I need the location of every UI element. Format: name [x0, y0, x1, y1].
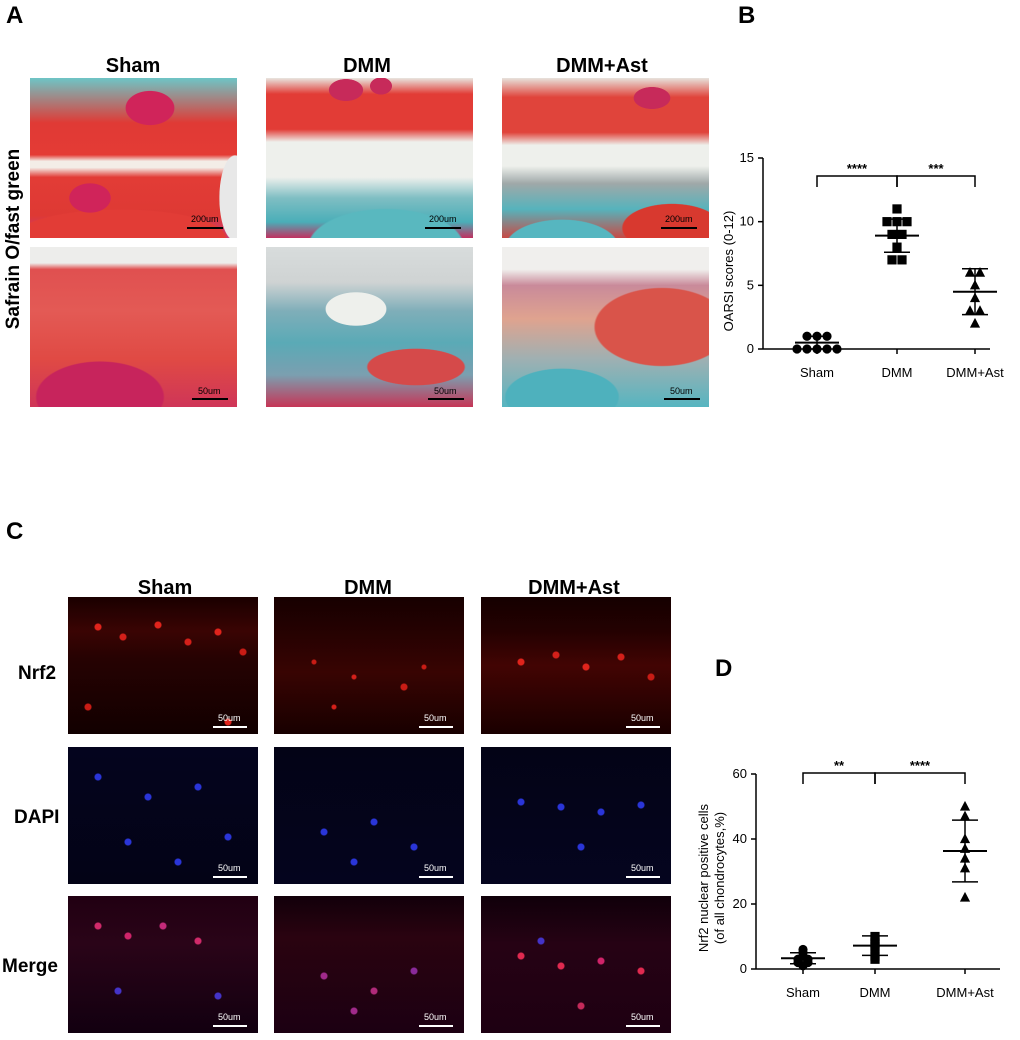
nrf2-dmm-ast-image: 50um — [481, 597, 671, 734]
histology-row-label: Safrain O/fast green — [3, 148, 24, 330]
scale-label-sham-bottom: 50um — [198, 386, 221, 396]
chart-b-y-tick-label: 5 — [747, 277, 754, 292]
chart-b-data-point — [902, 217, 912, 227]
chart-d-significance-bracket — [802, 772, 876, 784]
scale-dapi-dmm-ast: 50um — [631, 863, 654, 873]
chart-b-y-tick-label: 0 — [747, 341, 754, 356]
merge-dmm-ast-image: 50um — [481, 896, 671, 1033]
scale-nrf2-sham: 50um — [218, 713, 241, 723]
chart-b-x-tick-label: Sham — [800, 365, 834, 380]
panel-label-d: D — [715, 655, 733, 682]
chart-b-data-point — [892, 204, 902, 214]
chart-b-data-point — [974, 305, 986, 315]
dapi-sham-image: 50um — [68, 747, 258, 884]
merge-sham-image: 50um — [68, 896, 258, 1033]
chart-b-significance-label: *** — [928, 161, 944, 176]
nrf2-dmm-image: 50um — [274, 597, 464, 734]
chart-b-data-point — [964, 305, 976, 315]
chart-d-y-axis-label-line2: (of all chondrocytes,%) — [712, 812, 727, 944]
chart-b-data-point — [882, 217, 892, 227]
fluorescence-header-dmm-ast: DMM+Ast — [528, 577, 620, 599]
histology-dmm-ast-200um-image: 200um — [502, 78, 709, 238]
scale-label-dmm-ast-top: 200um — [665, 214, 693, 224]
scale-label-dmm-ast-bottom: 50um — [670, 386, 693, 396]
chart-b-data-point — [897, 229, 907, 239]
chart-b-y-axis-label: OARSI scores (0-12) — [721, 211, 736, 332]
chart-d-x-tick-label: DMM+Ast — [936, 985, 994, 1000]
chart-b-x-tick-label: DMM — [881, 365, 912, 380]
oarsi-scores-chart: OARSI scores (0-12) 0 5 10 15 Sham DMM DMM+Ast… — [721, 150, 1004, 380]
scale-merge-sham: 50um — [218, 1012, 241, 1022]
fluorescence-header-dmm: DMM — [344, 577, 392, 599]
chart-d-y-tick-label: 20 — [733, 896, 747, 911]
chart-b-x-tick-label: DMM+Ast — [946, 365, 1004, 380]
chart-d-x-tick-label: DMM — [859, 985, 890, 1000]
chart-b-y-tick-label: 10 — [740, 214, 754, 229]
fluorescence-header-sham: Sham — [137, 577, 193, 599]
histology-sham-50um-image: 50um — [30, 247, 237, 407]
chart-d-significance-label: **** — [910, 760, 931, 773]
chart-b-data-point — [974, 267, 986, 277]
scale-merge-dmm: 50um — [424, 1012, 447, 1022]
nrf2-sham-image: 50um — [68, 597, 258, 734]
chart-b-significance-bracket — [896, 175, 976, 187]
chart-d-y-tick-label: 0 — [740, 961, 747, 976]
chart-d-y-tick-label: 40 — [733, 831, 747, 846]
scale-label-sham-top: 200um — [191, 214, 219, 224]
chart-b-data-point — [887, 255, 897, 265]
scale-label-dmm-bottom: 50um — [434, 386, 457, 396]
chart-b-data-point — [887, 229, 897, 239]
fluorescence-row-dapi: DAPI — [14, 807, 60, 828]
panel-label-a: A — [6, 2, 24, 29]
chart-d-data-point — [959, 810, 971, 821]
dapi-dmm-ast-image: 50um — [481, 747, 671, 884]
chart-d-significance-label: ** — [834, 760, 845, 773]
chart-d-y-tick-label: 60 — [733, 766, 747, 781]
histology-header-dmm-ast: DMM+Ast — [556, 55, 648, 77]
panel-label-b: B — [738, 2, 756, 29]
chart-b-significance-bracket — [816, 175, 898, 187]
scale-dapi-dmm: 50um — [424, 863, 447, 873]
histology-dmm-ast-50um-image: 50um — [502, 247, 709, 407]
chart-b-data-point — [964, 267, 976, 277]
chart-b-data-point — [897, 255, 907, 265]
chart-b-significance-label: **** — [847, 161, 868, 176]
scale-dapi-sham: 50um — [218, 863, 241, 873]
chart-b-data-point — [792, 344, 802, 354]
chart-b-y-tick-label: 15 — [740, 150, 754, 165]
chart-d-data-point — [798, 944, 808, 955]
scale-label-dmm-top: 200um — [429, 214, 457, 224]
chart-d-data-point — [959, 891, 971, 902]
fluorescence-row-merge: Merge — [2, 956, 58, 977]
chart-d-data-point — [959, 800, 971, 811]
chart-d-x-tick-label: Sham — [786, 985, 820, 1000]
histology-sham-200um-image: 200um — [30, 78, 237, 238]
scale-nrf2-dmm-ast: 50um — [631, 713, 654, 723]
chart-b-data-point — [969, 317, 981, 328]
chart-d-y-axis-label-line1: Nrf2 nuclear positive cells — [696, 803, 711, 952]
chart-d-significance-bracket — [874, 772, 966, 784]
merge-dmm-image: 50um — [274, 896, 464, 1033]
fluorescence-row-nrf2: Nrf2 — [18, 663, 57, 684]
histology-header-dmm: DMM — [343, 55, 391, 77]
histology-dmm-50um-image: 50um — [266, 247, 473, 407]
histology-header-sham: Sham — [105, 55, 161, 77]
nrf2-positive-cells-chart: Nrf2 nuclear positive cells (of all chon… — [696, 760, 1000, 1000]
dapi-dmm-image: 50um — [274, 747, 464, 884]
scale-nrf2-dmm: 50um — [424, 713, 447, 723]
panel-label-c: C — [6, 518, 24, 545]
scale-merge-dmm-ast: 50um — [631, 1012, 654, 1022]
chart-b-data-point — [832, 344, 842, 354]
histology-dmm-200um-image: 200um — [266, 78, 473, 238]
